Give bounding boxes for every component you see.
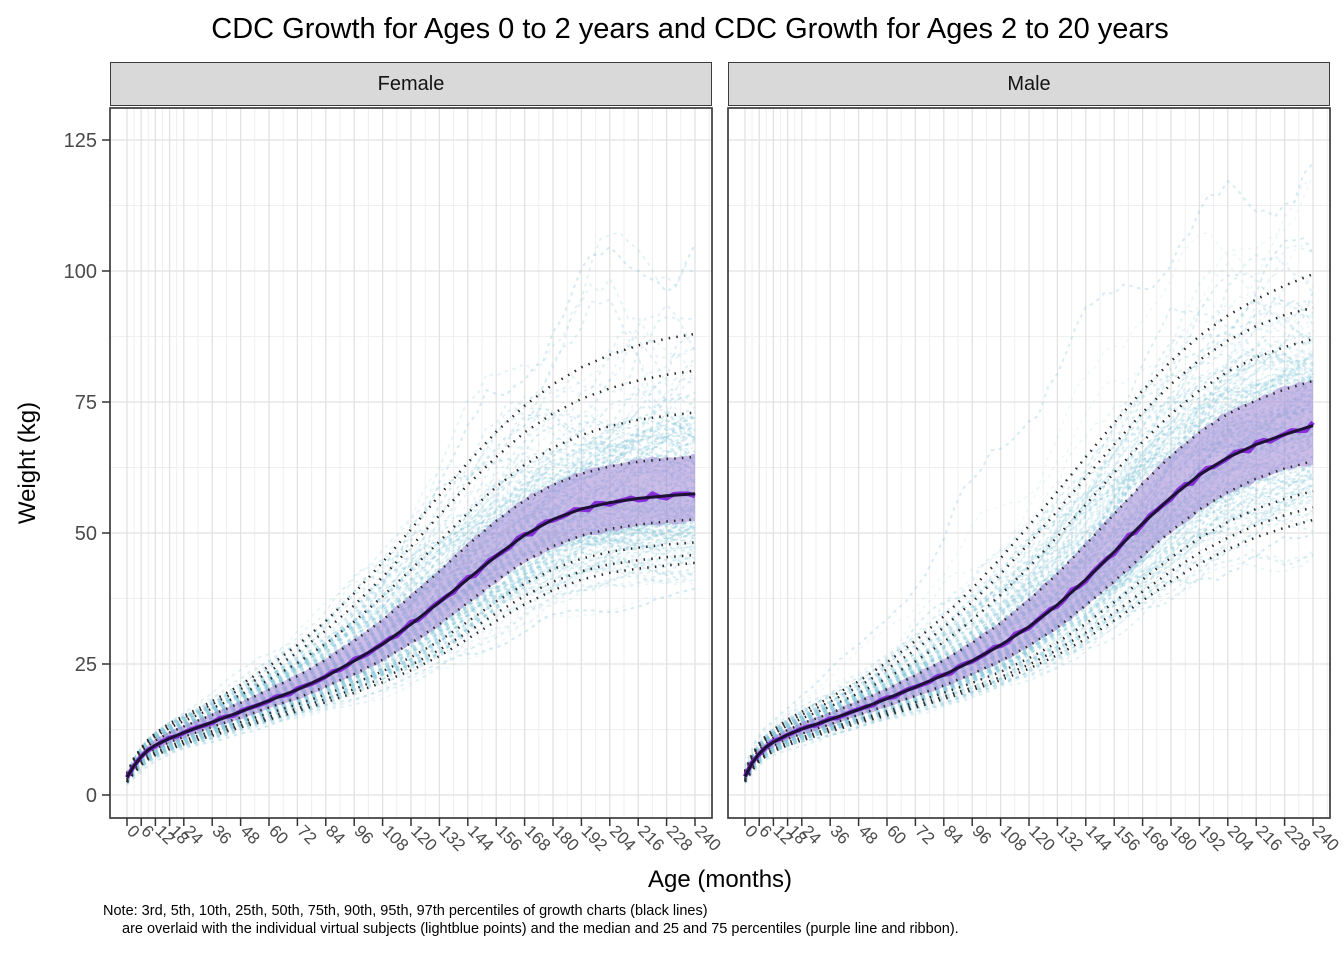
svg-text:25: 25 xyxy=(75,654,97,676)
svg-text:144: 144 xyxy=(1082,821,1115,854)
y-axis-label: Weight (kg) xyxy=(14,401,41,525)
iqr-ribbon xyxy=(745,379,1313,780)
svg-text:108: 108 xyxy=(379,821,412,854)
svg-text:108: 108 xyxy=(997,821,1030,854)
svg-text:132: 132 xyxy=(1054,821,1087,854)
y-tick-marks xyxy=(102,139,110,796)
svg-text:156: 156 xyxy=(492,821,525,854)
note-line-2: are overlaid with the individual virtual… xyxy=(122,921,959,937)
male-panel xyxy=(728,108,1330,818)
svg-text:240: 240 xyxy=(1309,821,1342,854)
svg-text:180: 180 xyxy=(1167,821,1200,854)
svg-text:180: 180 xyxy=(549,821,582,854)
facet-strip-female: Female xyxy=(110,62,712,106)
x-tick-marks xyxy=(126,818,696,826)
svg-text:75: 75 xyxy=(75,392,97,414)
svg-text:228: 228 xyxy=(663,821,696,854)
svg-text:100: 100 xyxy=(64,261,97,283)
svg-text:156: 156 xyxy=(1110,821,1143,854)
facet-strip-male: Male xyxy=(728,62,1330,106)
svg-text:132: 132 xyxy=(436,821,469,854)
svg-text:216: 216 xyxy=(1252,821,1285,854)
svg-text:120: 120 xyxy=(407,821,440,854)
facet-strip-female-label: Female xyxy=(377,72,445,95)
svg-text:240: 240 xyxy=(691,821,724,854)
svg-text:0: 0 xyxy=(86,785,97,807)
svg-text:50: 50 xyxy=(75,523,97,545)
x-axis-label: Age (months) xyxy=(647,866,793,893)
grid-minor xyxy=(110,108,712,818)
svg-text:228: 228 xyxy=(1281,821,1314,854)
svg-text:204: 204 xyxy=(1224,821,1257,854)
y-tick-labels: 0 25 50 75 100 125 xyxy=(64,130,97,807)
svg-text:168: 168 xyxy=(521,821,554,854)
x-tick-marks xyxy=(744,818,1314,826)
svg-text:120: 120 xyxy=(1025,821,1058,854)
chart-title: CDC Growth for Ages 0 to 2 years and CDC… xyxy=(211,13,1169,45)
note-line-1: Note: 3rd, 5th, 10th, 25th, 50th, 75th, … xyxy=(103,903,708,919)
cdc-median-line xyxy=(743,424,1314,778)
svg-text:144: 144 xyxy=(464,821,497,854)
percentile-dotted-lines xyxy=(125,332,696,784)
svg-text:192: 192 xyxy=(1196,821,1229,854)
svg-text:216: 216 xyxy=(634,821,667,854)
svg-text:192: 192 xyxy=(578,821,611,854)
cdc-median-line xyxy=(125,492,696,778)
svg-text:125: 125 xyxy=(64,130,97,152)
female-panel xyxy=(110,108,712,818)
svg-text:204: 204 xyxy=(606,821,639,854)
svg-text:168: 168 xyxy=(1139,821,1172,854)
facet-strip-male-label: Male xyxy=(1007,72,1051,95)
